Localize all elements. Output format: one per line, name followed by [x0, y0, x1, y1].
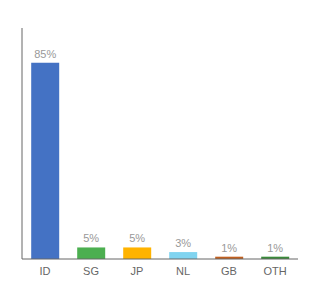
svg-text:5%: 5% [129, 232, 145, 244]
svg-text:5%: 5% [83, 232, 99, 244]
svg-text:GB: GB [221, 265, 237, 277]
svg-text:OTH: OTH [263, 265, 286, 277]
svg-text:3%: 3% [175, 237, 191, 249]
svg-text:1%: 1% [221, 242, 237, 254]
svg-text:ID: ID [40, 265, 51, 277]
svg-text:SG: SG [83, 265, 99, 277]
svg-text:85%: 85% [34, 48, 56, 60]
svg-text:JP: JP [131, 265, 144, 277]
svg-text:1%: 1% [267, 242, 283, 254]
svg-text:NL: NL [176, 265, 190, 277]
